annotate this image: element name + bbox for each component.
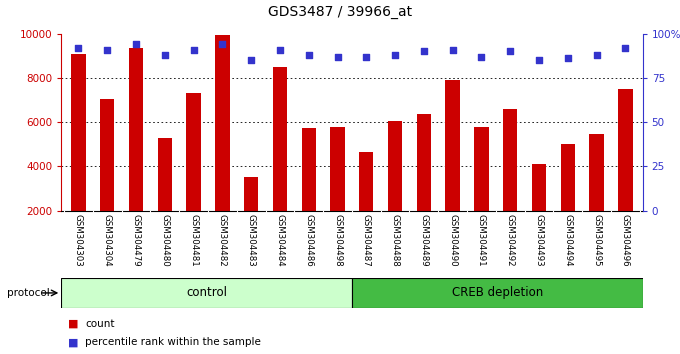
Text: GSM304481: GSM304481 bbox=[189, 214, 198, 267]
Text: GSM304487: GSM304487 bbox=[362, 214, 371, 267]
Bar bbox=[330, 127, 345, 255]
Bar bbox=[388, 121, 403, 255]
Point bbox=[245, 57, 256, 63]
Text: protocol: protocol bbox=[7, 288, 50, 298]
Text: GSM304483: GSM304483 bbox=[247, 214, 256, 267]
Text: GSM304482: GSM304482 bbox=[218, 214, 227, 267]
Text: GSM304491: GSM304491 bbox=[477, 214, 486, 267]
Bar bbox=[532, 164, 546, 255]
Text: GSM304486: GSM304486 bbox=[304, 214, 313, 267]
Bar bbox=[129, 48, 143, 255]
Bar bbox=[244, 177, 258, 255]
Text: GSM304489: GSM304489 bbox=[420, 214, 428, 267]
Bar bbox=[215, 35, 230, 255]
Point bbox=[390, 52, 401, 58]
Point bbox=[505, 48, 515, 54]
Bar bbox=[301, 128, 316, 255]
Bar bbox=[71, 53, 86, 255]
Bar bbox=[445, 80, 460, 255]
Point bbox=[188, 47, 199, 52]
Bar bbox=[158, 138, 172, 255]
Bar bbox=[618, 89, 632, 255]
Point bbox=[591, 52, 602, 58]
Bar bbox=[417, 114, 431, 255]
Point bbox=[102, 47, 113, 52]
Bar bbox=[352, 278, 643, 308]
Bar bbox=[359, 152, 373, 255]
Text: GSM304480: GSM304480 bbox=[160, 214, 169, 267]
Point bbox=[534, 57, 545, 63]
Text: ■: ■ bbox=[68, 337, 78, 348]
Text: GSM304490: GSM304490 bbox=[448, 214, 457, 267]
Point bbox=[361, 54, 372, 59]
Point bbox=[73, 45, 84, 51]
Text: count: count bbox=[85, 319, 114, 329]
Point bbox=[303, 52, 314, 58]
Point bbox=[476, 54, 487, 59]
Text: GSM304496: GSM304496 bbox=[621, 214, 630, 267]
Text: control: control bbox=[186, 286, 227, 299]
Point bbox=[418, 48, 429, 54]
Point bbox=[620, 45, 631, 51]
Point bbox=[217, 41, 228, 47]
Bar bbox=[503, 109, 517, 255]
Point bbox=[159, 52, 170, 58]
Text: GSM304488: GSM304488 bbox=[390, 214, 400, 267]
Text: GSM304479: GSM304479 bbox=[131, 214, 141, 267]
Bar bbox=[273, 67, 287, 255]
Text: GSM304303: GSM304303 bbox=[74, 214, 83, 267]
Text: GSM304494: GSM304494 bbox=[563, 214, 573, 267]
Text: GSM304495: GSM304495 bbox=[592, 214, 601, 267]
Text: GSM304498: GSM304498 bbox=[333, 214, 342, 267]
Bar bbox=[186, 93, 201, 255]
Point bbox=[447, 47, 458, 52]
Text: GSM304493: GSM304493 bbox=[534, 214, 543, 267]
Bar bbox=[61, 278, 352, 308]
Bar bbox=[100, 99, 114, 255]
Text: ■: ■ bbox=[68, 319, 78, 329]
Point bbox=[275, 47, 286, 52]
Bar bbox=[560, 144, 575, 255]
Point bbox=[131, 41, 141, 47]
Bar bbox=[590, 134, 604, 255]
Point bbox=[332, 54, 343, 59]
Text: CREB depletion: CREB depletion bbox=[452, 286, 543, 299]
Text: percentile rank within the sample: percentile rank within the sample bbox=[85, 337, 261, 348]
Text: GDS3487 / 39966_at: GDS3487 / 39966_at bbox=[268, 5, 412, 19]
Text: GSM304484: GSM304484 bbox=[275, 214, 284, 267]
Text: GSM304304: GSM304304 bbox=[103, 214, 112, 267]
Point bbox=[562, 56, 573, 61]
Text: GSM304492: GSM304492 bbox=[506, 214, 515, 267]
Bar bbox=[474, 127, 489, 255]
